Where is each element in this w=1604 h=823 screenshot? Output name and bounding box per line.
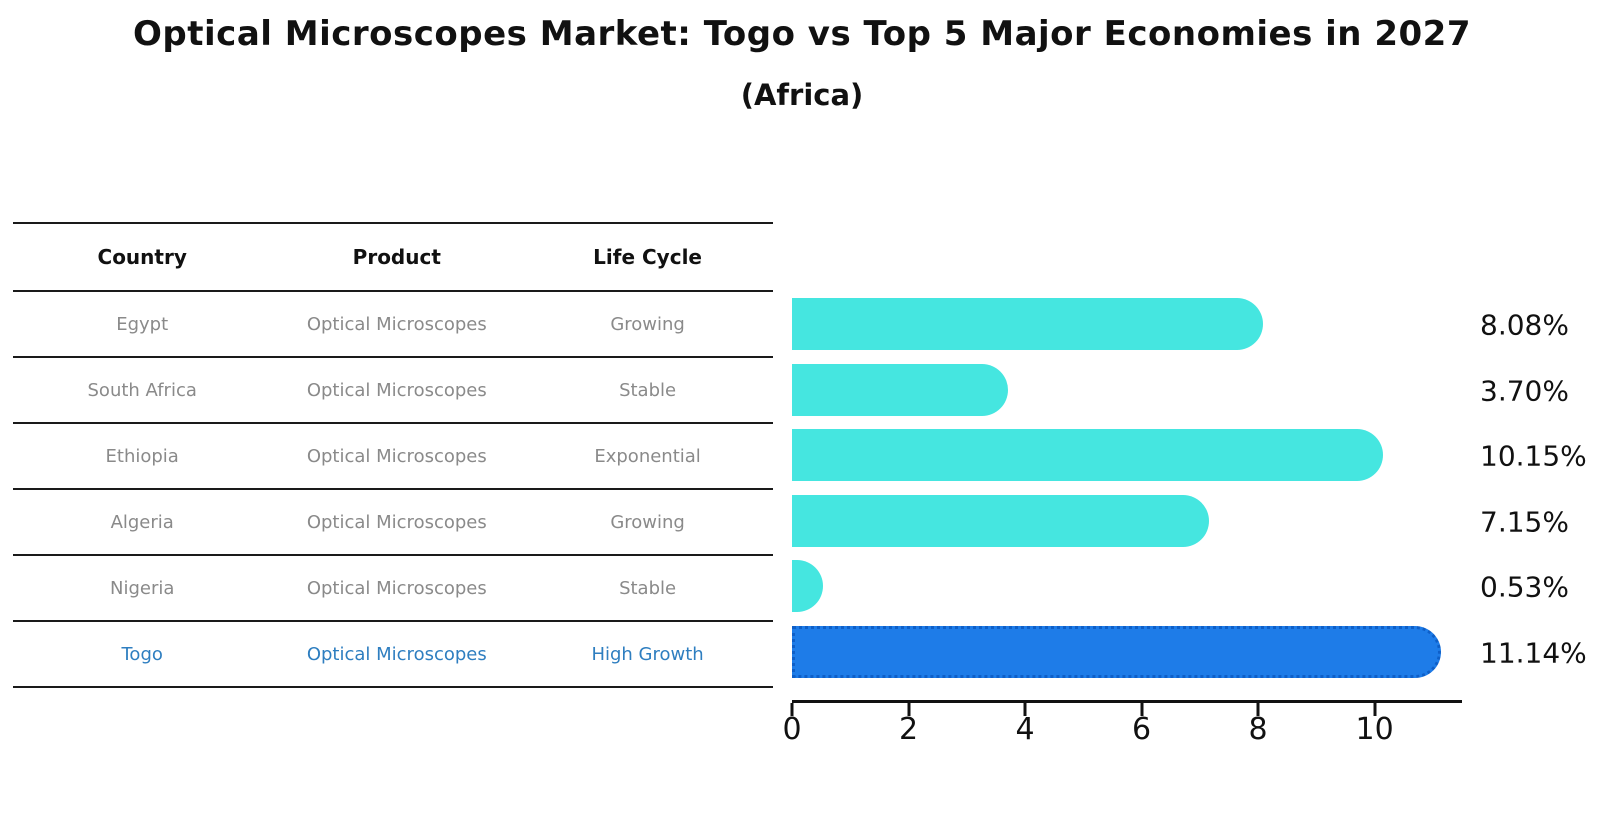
- x-tick-label: 4: [1015, 712, 1035, 747]
- cell-life-cycle: Exponential: [594, 445, 701, 467]
- country-table: Country Product Life Cycle Egypt Optical…: [13, 222, 773, 688]
- bar-row-south-africa: [792, 363, 1462, 416]
- bar-row-nigeria: [792, 560, 1462, 613]
- bar-egypt: [792, 298, 1263, 350]
- x-axis-tick: [1140, 703, 1144, 716]
- bar-algeria: [792, 494, 1209, 547]
- page-subtitle: (Africa): [740, 78, 864, 112]
- bar-row-algeria: [792, 494, 1462, 547]
- cell-country: Egypt: [116, 313, 169, 335]
- bar-ethiopia: [792, 429, 1384, 482]
- table-row: Egypt Optical Microscopes Growing: [13, 292, 773, 358]
- bar-togo: [792, 626, 1442, 678]
- x-axis-line: [790, 700, 1462, 716]
- cell-country: Togo: [121, 643, 163, 665]
- x-axis-tick: [1256, 703, 1260, 716]
- bar-value-label: 0.53%: [1480, 570, 1569, 604]
- cell-life-cycle: Stable: [619, 577, 677, 599]
- bar-value-label: 11.14%: [1480, 636, 1587, 670]
- table-row: Nigeria Optical Microscopes Stable: [13, 556, 773, 622]
- bar-value-label: 7.15%: [1480, 505, 1569, 539]
- table-header-row: Country Product Life Cycle: [13, 224, 773, 292]
- x-axis-tick: [1373, 703, 1377, 716]
- bar-nigeria: [792, 560, 823, 613]
- cell-product: Optical Microscopes: [306, 379, 487, 401]
- table-row: South Africa Optical Microscopes Stable: [13, 358, 773, 424]
- x-tick-label: 8: [1248, 712, 1268, 747]
- bar-south-africa: [792, 363, 1008, 416]
- cell-product: Optical Microscopes: [306, 445, 487, 467]
- x-tick-label: 6: [1132, 712, 1152, 747]
- x-tick-label: 0: [782, 712, 802, 747]
- cell-product: Optical Microscopes: [306, 643, 487, 665]
- cell-country: Nigeria: [109, 577, 175, 599]
- cell-life-cycle: Growing: [610, 313, 685, 335]
- bar-row-ethiopia: [792, 429, 1462, 482]
- table-row-togo: Togo Optical Microscopes High Growth: [13, 622, 773, 688]
- bar-row-egypt: [792, 298, 1462, 350]
- column-header-product: Product: [352, 245, 441, 269]
- table-row: Ethiopia Optical Microscopes Exponential: [13, 424, 773, 490]
- cell-life-cycle: Stable: [619, 379, 677, 401]
- bar-value-label: 10.15%: [1480, 439, 1587, 473]
- cell-country: Ethiopia: [105, 445, 179, 467]
- x-axis-tick: [1023, 703, 1027, 716]
- cell-country: Algeria: [110, 511, 174, 533]
- bar-chart-plot-area: [792, 0, 1462, 823]
- cell-product: Optical Microscopes: [306, 511, 487, 533]
- cell-product: Optical Microscopes: [306, 313, 487, 335]
- bar-value-label: 3.70%: [1480, 374, 1569, 408]
- table-row: Algeria Optical Microscopes Growing: [13, 490, 773, 556]
- x-axis-tick: [907, 703, 911, 716]
- page-title: Optical Microscopes Market: Togo vs Top …: [133, 14, 1471, 54]
- bar-value-label: 8.08%: [1480, 308, 1569, 342]
- column-header-country: Country: [97, 245, 187, 269]
- cell-country: South Africa: [87, 379, 197, 401]
- x-tick-label: 10: [1355, 712, 1394, 747]
- x-axis-tick: [790, 703, 794, 716]
- column-header-life-cycle: Life Cycle: [593, 245, 702, 269]
- bar-row-togo: [792, 626, 1462, 678]
- cell-life-cycle: High Growth: [591, 643, 704, 665]
- cell-product: Optical Microscopes: [306, 577, 487, 599]
- x-tick-label: 2: [898, 712, 919, 747]
- cell-life-cycle: Growing: [610, 511, 685, 533]
